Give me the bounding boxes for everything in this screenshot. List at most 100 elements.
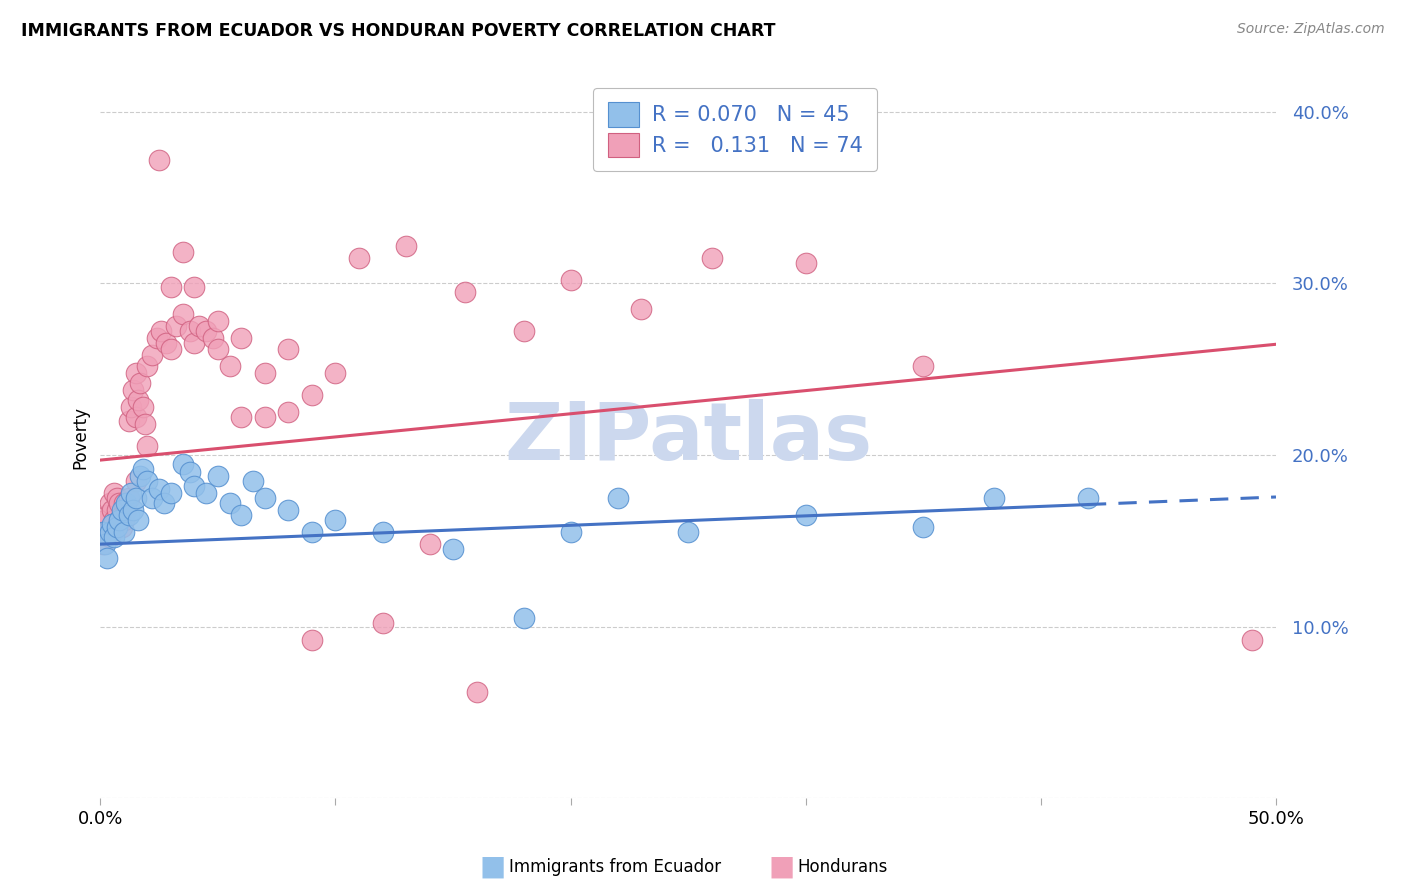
- Point: [136, 359, 159, 373]
- Point: [325, 513, 347, 527]
- Point: [131, 400, 153, 414]
- Point: [512, 325, 534, 339]
- Point: [94, 537, 117, 551]
- Point: [253, 491, 276, 505]
- Point: [301, 388, 323, 402]
- Point: [630, 302, 652, 317]
- Point: [183, 280, 205, 294]
- Point: [160, 342, 183, 356]
- Point: [94, 525, 117, 540]
- Point: [120, 400, 142, 414]
- Point: [912, 359, 935, 373]
- Text: IMMIGRANTS FROM ECUADOR VS HONDURAN POVERTY CORRELATION CHART: IMMIGRANTS FROM ECUADOR VS HONDURAN POVE…: [21, 22, 776, 40]
- Point: [101, 503, 124, 517]
- Point: [188, 319, 211, 334]
- Point: [117, 414, 139, 428]
- Point: [96, 550, 118, 565]
- Point: [207, 314, 229, 328]
- Point: [148, 483, 170, 497]
- Point: [136, 474, 159, 488]
- Point: [253, 366, 276, 380]
- Point: [218, 496, 240, 510]
- Point: [124, 366, 146, 380]
- Point: [127, 513, 149, 527]
- Point: [129, 468, 152, 483]
- Text: Source: ZipAtlas.com: Source: ZipAtlas.com: [1237, 22, 1385, 37]
- Point: [103, 485, 125, 500]
- Point: [231, 508, 253, 522]
- Point: [218, 359, 240, 373]
- Point: [172, 457, 194, 471]
- Point: [207, 468, 229, 483]
- Point: [124, 491, 146, 505]
- Point: [103, 530, 125, 544]
- Point: [242, 474, 264, 488]
- Point: [101, 516, 124, 531]
- Point: [105, 520, 128, 534]
- Point: [110, 508, 132, 522]
- Point: [110, 520, 132, 534]
- Point: [202, 331, 225, 345]
- Point: [136, 439, 159, 453]
- Point: [108, 513, 131, 527]
- Point: [141, 491, 163, 505]
- Point: [395, 238, 418, 252]
- Point: [124, 474, 146, 488]
- Point: [117, 508, 139, 522]
- Point: [418, 537, 440, 551]
- Point: [101, 520, 124, 534]
- Point: [512, 611, 534, 625]
- Point: [115, 496, 138, 510]
- Point: [231, 410, 253, 425]
- Point: [98, 530, 121, 544]
- Point: [179, 325, 201, 339]
- Point: [172, 307, 194, 321]
- Point: [129, 376, 152, 390]
- Point: [155, 336, 177, 351]
- Point: [253, 410, 276, 425]
- Point: [207, 342, 229, 356]
- Legend: R = 0.070   N = 45, R =   0.131   N = 74: R = 0.070 N = 45, R = 0.131 N = 74: [593, 87, 877, 171]
- Text: ■: ■: [768, 853, 794, 881]
- Point: [183, 479, 205, 493]
- Point: [105, 491, 128, 505]
- Point: [134, 417, 156, 431]
- Point: [108, 513, 131, 527]
- Point: [794, 508, 817, 522]
- Point: [127, 392, 149, 407]
- Point: [231, 331, 253, 345]
- Point: [112, 496, 135, 510]
- Point: [115, 503, 138, 517]
- Point: [96, 508, 118, 522]
- Point: [98, 525, 121, 540]
- Point: [91, 537, 114, 551]
- Y-axis label: Poverty: Poverty: [72, 406, 89, 469]
- Point: [195, 485, 218, 500]
- Point: [700, 251, 723, 265]
- Point: [148, 153, 170, 167]
- Point: [794, 256, 817, 270]
- Point: [124, 410, 146, 425]
- Point: [371, 525, 394, 540]
- Point: [160, 485, 183, 500]
- Point: [112, 513, 135, 527]
- Point: [94, 513, 117, 527]
- Point: [277, 405, 299, 419]
- Point: [120, 485, 142, 500]
- Point: [160, 280, 183, 294]
- Point: [347, 251, 370, 265]
- Point: [301, 525, 323, 540]
- Point: [195, 325, 218, 339]
- Point: [141, 348, 163, 362]
- Point: [103, 513, 125, 527]
- Point: [172, 245, 194, 260]
- Point: [1241, 633, 1264, 648]
- Point: [912, 520, 935, 534]
- Point: [606, 491, 628, 505]
- Point: [465, 685, 488, 699]
- Point: [560, 525, 582, 540]
- Point: [983, 491, 1005, 505]
- Point: [441, 542, 464, 557]
- Point: [112, 525, 135, 540]
- Point: [325, 366, 347, 380]
